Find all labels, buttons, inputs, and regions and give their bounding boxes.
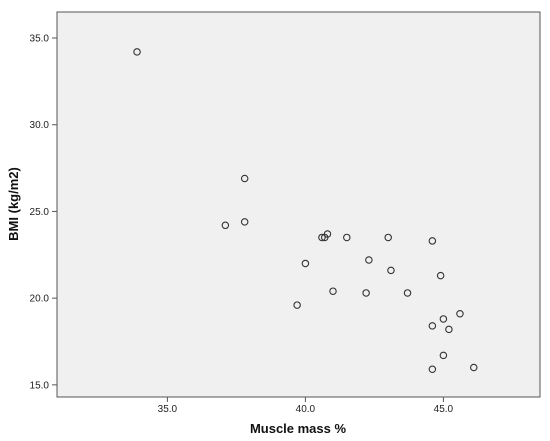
data-point: [436, 271, 445, 280]
data-point: [428, 237, 437, 245]
data-point: [240, 218, 249, 226]
data-point: [323, 230, 332, 238]
data-point: [293, 301, 301, 309]
data-point: [456, 310, 464, 318]
data-point: [428, 322, 437, 330]
data-point: [301, 259, 310, 268]
data-point: [133, 48, 141, 56]
x-tick-label: 45.0: [434, 404, 454, 415]
data-point: [387, 266, 395, 275]
data-point: [439, 351, 448, 360]
data-point: [221, 221, 230, 230]
data-point: [445, 325, 453, 334]
data-point: [318, 233, 326, 242]
y-tick-label: 20.0: [30, 294, 50, 305]
data-point: [439, 315, 448, 323]
x-tick-label: 40.0: [296, 404, 316, 415]
x-tick-label: 35.0: [158, 404, 178, 415]
data-point: [428, 365, 437, 374]
data-point: [329, 287, 337, 295]
y-tick-label: 35.0: [30, 34, 50, 45]
data-point: [365, 256, 373, 264]
x-axis: 35.0 40.0 45.0: [158, 397, 454, 415]
y-tick-label: 25.0: [30, 207, 50, 218]
data-point: [470, 363, 478, 372]
data-point: [403, 289, 412, 297]
y-tick-label: 30.0: [30, 120, 50, 131]
data-point: [384, 233, 392, 242]
plot-area: [56, 11, 541, 398]
data-point: [343, 233, 351, 242]
y-axis: 15.0 20.0 25.0 30.0 35.0: [30, 34, 57, 391]
data-point: [240, 174, 249, 183]
data-points: [133, 48, 478, 374]
y-tick-label: 15.0: [30, 380, 50, 391]
x-axis-title: Muscle mass %: [250, 421, 347, 436]
data-point: [362, 289, 370, 297]
y-axis-title: BMI (kg/m2): [6, 167, 21, 241]
